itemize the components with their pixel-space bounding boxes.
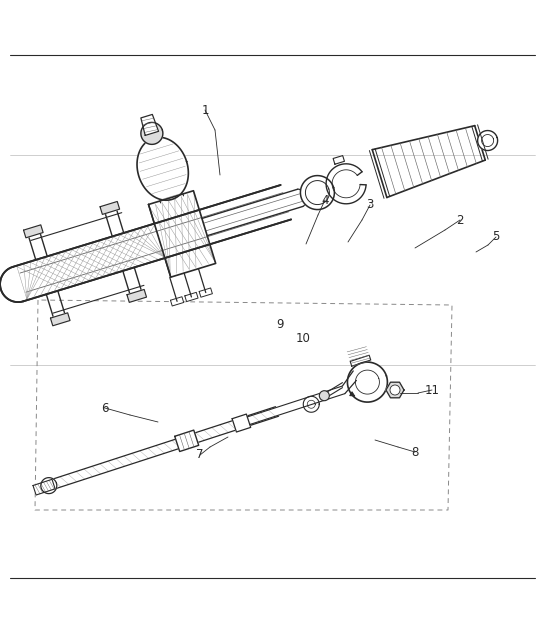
Polygon shape (33, 479, 55, 495)
Polygon shape (137, 138, 189, 200)
Polygon shape (386, 382, 404, 398)
Polygon shape (300, 176, 335, 210)
Polygon shape (127, 290, 147, 302)
Text: 11: 11 (425, 384, 439, 396)
Text: 9: 9 (276, 318, 284, 332)
Text: 2: 2 (456, 214, 464, 227)
Text: 3: 3 (366, 198, 374, 212)
Polygon shape (333, 156, 344, 165)
Polygon shape (0, 185, 291, 302)
Polygon shape (175, 430, 199, 452)
Polygon shape (148, 191, 216, 277)
Polygon shape (141, 122, 163, 144)
Polygon shape (52, 407, 278, 489)
Polygon shape (51, 313, 70, 326)
Text: 10: 10 (295, 332, 311, 345)
Polygon shape (41, 478, 57, 494)
Polygon shape (141, 114, 159, 136)
Circle shape (390, 385, 400, 395)
Text: 5: 5 (492, 230, 500, 244)
Polygon shape (185, 293, 198, 301)
Polygon shape (477, 131, 498, 151)
Polygon shape (350, 355, 371, 366)
Text: 7: 7 (196, 448, 204, 462)
Text: 6: 6 (101, 401, 109, 414)
Polygon shape (100, 202, 119, 214)
Polygon shape (232, 414, 251, 432)
Polygon shape (199, 288, 213, 297)
Polygon shape (23, 225, 43, 238)
Text: 4: 4 (321, 193, 329, 207)
Polygon shape (347, 362, 387, 402)
Circle shape (319, 391, 329, 401)
Text: 1: 1 (201, 104, 209, 117)
Polygon shape (171, 297, 184, 306)
Text: 8: 8 (411, 445, 419, 458)
